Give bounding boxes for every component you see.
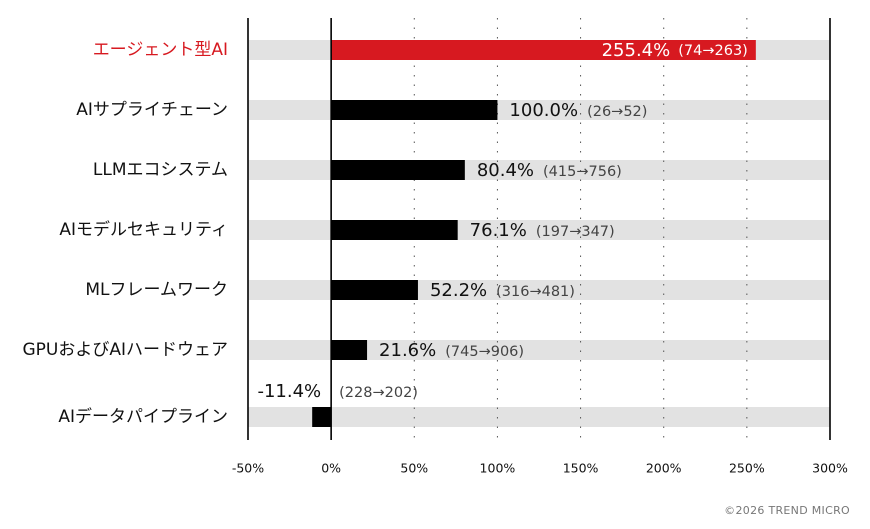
range-label: (74→263) (678, 43, 748, 59)
x-tick-label: 200% (646, 461, 682, 476)
category-label: LLMエコシステム (93, 160, 228, 180)
value-label: 76.1% (470, 220, 527, 241)
bar (331, 220, 458, 240)
value-label: 255.4% (602, 40, 671, 61)
value-label: -11.4% (257, 381, 321, 402)
copyright-text: ©2026 TREND MICRO (724, 504, 850, 517)
category-label: AIモデルセキュリティ (59, 219, 228, 240)
value-label: 52.2% (430, 280, 487, 301)
x-tick-label: 0% (321, 461, 341, 476)
bar (312, 407, 332, 427)
range-label: (415→756) (543, 164, 622, 180)
category-label: AIサプライチェーン (76, 100, 228, 120)
bar (331, 160, 465, 180)
range-label: (228→202) (339, 385, 418, 401)
category-label: GPUおよびAIハードウェア (22, 340, 228, 360)
x-tick-label: -50% (232, 461, 264, 476)
value-label: 100.0% (509, 100, 578, 121)
x-tick-label: 100% (480, 461, 516, 476)
category-label: AIデータパイプライン (58, 406, 228, 427)
bar-track (248, 407, 830, 427)
bar-track (248, 340, 830, 360)
x-tick-label: 150% (563, 461, 599, 476)
x-tick-label: 250% (729, 461, 765, 476)
category-label: エージェント型AI (93, 40, 228, 60)
bar (331, 100, 498, 120)
x-tick-label: 50% (400, 461, 428, 476)
bar (331, 280, 418, 300)
value-label: 21.6% (379, 340, 436, 361)
value-label: 80.4% (477, 160, 534, 181)
bar (331, 340, 368, 360)
bar (331, 40, 756, 60)
range-label: (316→481) (496, 284, 575, 300)
range-label: (197→347) (536, 224, 615, 240)
range-label: (26→52) (587, 104, 647, 120)
range-label: (745→906) (445, 344, 524, 360)
x-tick-label: 300% (812, 461, 848, 476)
category-label: MLフレームワーク (85, 280, 228, 300)
